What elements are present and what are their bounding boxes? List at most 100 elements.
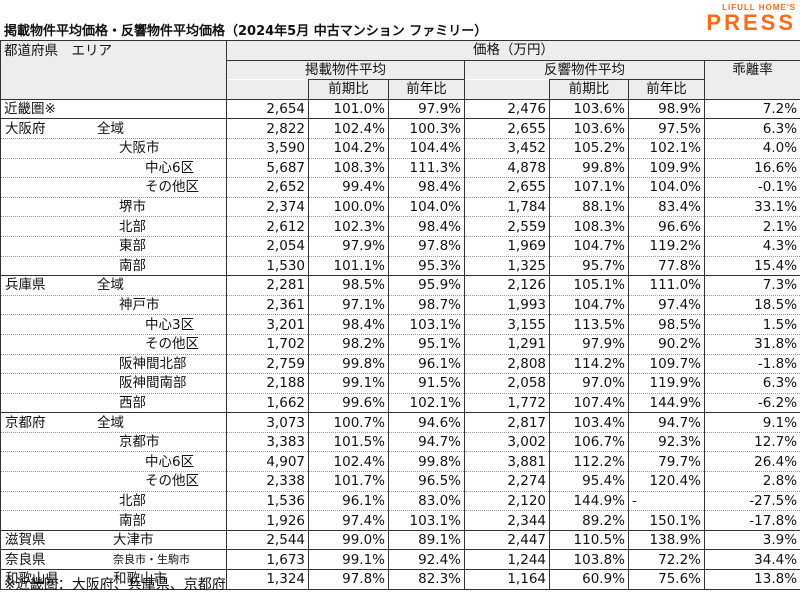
table-row: 南部 1,530 101.1% 95.3% 1,325 95.7% 77.8% 15.4% [0, 256, 800, 277]
listed-yoy: 95.1% [388, 334, 465, 355]
response-qoq: 144.9% [549, 491, 629, 512]
prefecture-name: 奈良県 [5, 551, 46, 568]
listed-qoq: 99.0% [308, 529, 389, 551]
header-divergence: 乖離率 [703, 59, 800, 80]
response-yoy: 109.7% [628, 354, 705, 375]
divergence-rate: 7.2% [703, 98, 800, 120]
table-row: 和歌山県 和歌山市 1,324 97.8% 82.3% 1,164 60.9% 75.6% 13… [0, 569, 800, 590]
listed-price: 2,374 [226, 197, 309, 218]
region-cell: 中心6区 [0, 158, 227, 179]
listed-yoy: 94.7% [388, 432, 465, 453]
header-blank [0, 60, 227, 80]
response-qoq: 88.1% [549, 197, 629, 218]
response-price: 1,772 [464, 393, 550, 414]
divergence-rate: 2.8% [703, 471, 800, 492]
area-name: 北部 [119, 218, 146, 235]
listed-qoq: 101.7% [308, 471, 389, 492]
divergence-rate: 12.7% [703, 432, 800, 453]
header-blank [0, 79, 227, 100]
response-yoy: 98.9% [628, 98, 705, 120]
listed-price: 1,673 [226, 549, 309, 571]
region-cell: 大阪市 [0, 138, 227, 159]
response-price: 2,808 [464, 354, 550, 375]
region-cell: 滋賀県 大津市 [0, 529, 227, 550]
listed-price: 1,324 [226, 569, 309, 590]
page-title: 掲載物件平均価格・反響物件平均価格（2024年5月 中古マンション ファミリー） [4, 24, 488, 39]
response-price: 2,058 [464, 373, 550, 394]
brand-logo: LIFULL HOME'S PRESS [696, 3, 796, 34]
response-yoy: 111.0% [628, 275, 705, 296]
table-row: 阪神間北部 2,759 99.8% 96.1% 2,808 114.2% 109.7% -1.… [0, 354, 800, 375]
listed-price: 1,662 [226, 393, 309, 414]
listed-price: 4,907 [226, 451, 309, 473]
prefecture-name: 滋賀県 [5, 532, 46, 549]
listed-qoq: 97.9% [308, 236, 389, 257]
divergence-rate: 16.6% [703, 158, 800, 179]
response-price: 2,476 [464, 98, 550, 120]
response-qoq: 113.5% [549, 314, 629, 335]
price-table: 都道府県 エリア 価格（万円） 掲載物件平均 反響物件平均 乖離率 前期比 前年… [0, 40, 800, 590]
listed-yoy: 96.1% [388, 354, 465, 375]
response-qoq: 104.7% [549, 295, 629, 316]
response-yoy: 98.5% [628, 314, 705, 335]
response-yoy: 97.4% [628, 295, 705, 316]
response-yoy: 94.7% [628, 412, 705, 433]
region-cell: 近畿圏※ [0, 98, 227, 119]
response-yoy: 119.9% [628, 373, 705, 394]
divergence-rate: 26.4% [703, 451, 800, 473]
response-qoq: 110.5% [549, 529, 629, 551]
response-yoy: 109.9% [628, 158, 705, 179]
response-yoy: 90.2% [628, 334, 705, 355]
listed-yoy: 97.9% [388, 98, 465, 120]
listed-price: 1,702 [226, 334, 309, 355]
header-listed-qoq: 前期比 [308, 79, 389, 100]
listed-qoq: 99.8% [308, 354, 389, 375]
header-row-3: 前期比 前年比 前期比 前年比 [0, 79, 800, 100]
area-name: 阪神間南部 [119, 375, 187, 392]
listed-yoy: 96.5% [388, 471, 465, 492]
response-price: 1,993 [464, 295, 550, 316]
response-qoq: 97.9% [549, 334, 629, 355]
listed-yoy: 111.3% [388, 158, 465, 179]
listed-yoy: 102.1% [388, 393, 465, 414]
header-response-qoq: 前期比 [549, 79, 629, 100]
region-cell: 神戸市 [0, 295, 227, 316]
response-qoq: 108.3% [549, 216, 629, 237]
listed-yoy: 103.1% [388, 510, 465, 531]
response-price: 1,244 [464, 549, 550, 571]
listed-qoq: 101.0% [308, 98, 389, 120]
response-price: 2,655 [464, 177, 550, 198]
response-price: 1,291 [464, 334, 550, 355]
listed-qoq: 97.1% [308, 295, 389, 316]
region-cell: その他区 [0, 334, 227, 355]
response-qoq: 97.0% [549, 373, 629, 394]
listed-qoq: 99.1% [308, 549, 389, 571]
listed-price: 2,654 [226, 98, 309, 120]
listed-qoq: 100.0% [308, 197, 389, 218]
table-row: 近畿圏※ 2,654 101.0% 97.9% 2,476 103.6% 98.9% 7.2% [0, 98, 800, 120]
area-name: 中心6区 [145, 159, 195, 176]
divergence-rate: -0.1% [703, 177, 800, 198]
divergence-rate: 34.4% [703, 549, 800, 571]
response-price: 2,559 [464, 216, 550, 237]
listed-price: 2,281 [226, 275, 309, 296]
area-name: 中心3区 [145, 316, 195, 333]
region-cell: 京都府 全域 [0, 412, 227, 433]
listed-price: 2,188 [226, 373, 309, 394]
response-yoy: 92.3% [628, 432, 705, 453]
table-row: 中心3区 3,201 98.4% 103.1% 3,155 113.5% 98.5% 1.5% [0, 314, 800, 335]
response-price: 2,817 [464, 412, 550, 433]
area-name: 阪神間北部 [119, 355, 187, 372]
divergence-rate: 13.8% [703, 569, 800, 590]
response-yoy: 72.2% [628, 549, 705, 571]
region-cell: 京都市 [0, 432, 227, 453]
response-qoq: 105.1% [549, 275, 629, 296]
response-yoy: 119.2% [628, 236, 705, 257]
listed-yoy: 94.6% [388, 412, 465, 433]
listed-yoy: 97.8% [388, 236, 465, 257]
header-response-yoy: 前年比 [628, 79, 705, 100]
region-cell: 東部 [0, 236, 227, 257]
listed-yoy: 92.4% [388, 549, 465, 571]
response-qoq: 89.2% [549, 510, 629, 531]
listed-qoq: 97.8% [308, 569, 389, 590]
